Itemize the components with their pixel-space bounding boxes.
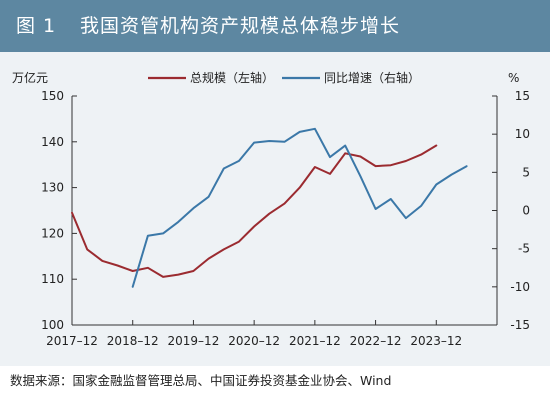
right-tick-label: 0 — [522, 204, 530, 218]
left-tick-label: 100 — [41, 318, 64, 332]
data-source-note: 数据来源：国家金融监督管理总局、中国证券投资基金业协会、Wind — [10, 373, 392, 388]
figure-title: 我国资管机构资产规模总体稳步增长 — [80, 15, 401, 37]
legend-label-total: 总规模（左轴） — [190, 70, 274, 85]
right-axis-unit: % — [508, 71, 519, 85]
right-tick-label: 5 — [522, 165, 530, 179]
x-tick-label: 2022–12 — [350, 334, 402, 348]
x-axis-ticks: 2017–12 2018–12 2019–12 2020–12 2021–12 2022–… — [46, 320, 462, 348]
right-tick-label: -15 — [510, 318, 530, 332]
left-tick-label: 130 — [41, 181, 64, 195]
series-line-yoy-growth — [131, 127, 468, 288]
series-line-total-scale — [71, 144, 438, 278]
line-chart: 总规模（左轴） 同比增速（右轴） 万亿元 % 10011012013014015… — [12, 70, 530, 348]
series-layer — [71, 127, 468, 288]
figure-title-bar: 图 1 我国资管机构资产规模总体稳步增长 — [0, 0, 550, 52]
right-tick-label: -10 — [510, 280, 530, 294]
left-tick-label: 150 — [41, 89, 64, 103]
right-tick-label: 10 — [515, 127, 530, 141]
x-tick-label: 2020–12 — [228, 334, 280, 348]
legend: 总规模（左轴） 同比增速（右轴） — [148, 70, 420, 85]
x-tick-label: 2023–12 — [410, 334, 462, 348]
left-tick-label: 110 — [41, 272, 64, 286]
x-tick-label: 2021–12 — [289, 334, 341, 348]
x-tick-label: 2019–12 — [168, 334, 220, 348]
figure-number: 图 1 — [16, 15, 57, 37]
right-tick-label: -5 — [518, 242, 530, 256]
left-tick-label: 140 — [41, 135, 64, 149]
right-axis-ticks: -15 -10 -5 0 5 10 15 — [492, 89, 530, 332]
legend-label-growth: 同比增速（右轴） — [324, 70, 420, 85]
x-tick-label: 2018–12 — [107, 334, 159, 348]
right-tick-label: 15 — [515, 89, 530, 103]
left-axis-unit: 万亿元 — [12, 70, 48, 85]
left-axis-ticks: 100 110 120 130 140 150 — [41, 89, 77, 332]
x-tick-label: 2017–12 — [46, 334, 98, 348]
left-tick-label: 120 — [41, 226, 64, 240]
